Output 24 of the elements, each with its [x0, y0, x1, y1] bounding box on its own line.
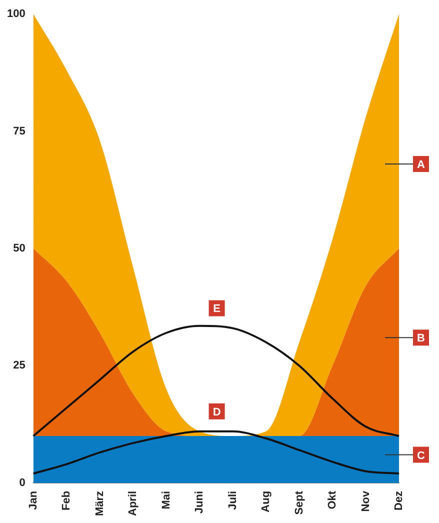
x-tick-label: April	[127, 490, 140, 516]
y-tick-label: 25	[13, 360, 26, 372]
y-tick-label: 100	[6, 8, 26, 20]
annotation: B	[417, 332, 426, 345]
line-series	[32, 430, 400, 475]
x-tick-label: Jan	[27, 490, 40, 510]
x-tick-label: Aug	[260, 490, 272, 512]
x-tick-label: Sept	[293, 490, 306, 515]
x-tick-label: Feb	[60, 490, 73, 510]
x-tick-label: Nov	[360, 490, 372, 512]
x-tick-label: Juni	[194, 490, 206, 514]
annotation: A	[417, 159, 426, 172]
y-tick-label: 50	[13, 242, 26, 254]
x-tick-label: Dez	[393, 490, 406, 510]
y-tick-label: 0	[19, 476, 26, 489]
annotation: D	[212, 406, 221, 418]
annotation: E	[213, 303, 220, 316]
line-series	[32, 324, 400, 438]
x-tick-label: Okt	[326, 490, 339, 510]
y-tick-label: 75	[13, 125, 26, 138]
x-tick-label: Mai	[160, 490, 172, 510]
x-tick-label: März	[94, 490, 106, 516]
annotation: C	[417, 450, 426, 462]
x-tick-label: Juli	[226, 490, 239, 510]
